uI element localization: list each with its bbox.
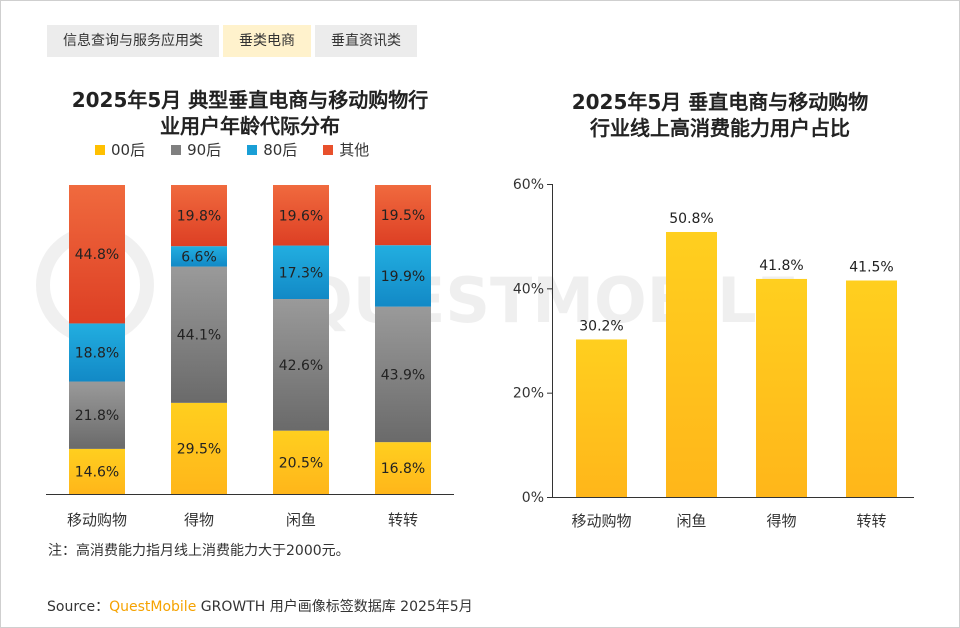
left-chart-title-line2: 业用户年龄代际分布 bbox=[160, 114, 340, 138]
bar-segment-00 bbox=[171, 402, 227, 494]
right-chart-title: 2025年5月 垂直电商与移动购物 行业线上高消费能力用户占比 bbox=[490, 89, 950, 141]
y-tick-label: 20% bbox=[513, 386, 544, 402]
legend-item-90: 90后 bbox=[171, 139, 221, 160]
legend-label-00: 00后 bbox=[111, 141, 146, 159]
source-prefix: Source： bbox=[47, 599, 110, 615]
data-label: 20.5% bbox=[279, 455, 323, 471]
x-tick-label: 闲鱼 bbox=[286, 511, 316, 529]
x-tick-label: 移动购物 bbox=[67, 511, 127, 529]
bar-segment-90 bbox=[375, 306, 431, 443]
tab-vertical-ecommerce[interactable]: 垂类电商 bbox=[223, 25, 311, 57]
legend-swatch-00 bbox=[95, 144, 105, 155]
legend-label-80: 80后 bbox=[263, 141, 298, 159]
legend-swatch-80 bbox=[247, 144, 258, 155]
bar-segment-00 bbox=[69, 448, 125, 494]
bar-segment-90 bbox=[69, 381, 125, 449]
bar bbox=[756, 278, 807, 497]
source-line: Source：QuestMobile GROWTH 用户画像标签数据库 2025… bbox=[47, 596, 473, 616]
bar-segment-80 bbox=[171, 246, 227, 267]
data-label: 19.8% bbox=[177, 209, 221, 225]
bar-segment-other bbox=[273, 185, 329, 246]
bar-segment-00 bbox=[375, 442, 431, 494]
x-tick-label: 移动购物 bbox=[571, 512, 631, 530]
legend-item-80: 80后 bbox=[247, 139, 297, 160]
source-rest: GROWTH 用户画像标签数据库 2025年5月 bbox=[196, 599, 473, 615]
left-chart-legend: 00后 90后 80后 其他 bbox=[95, 139, 369, 160]
bar-segment-80 bbox=[69, 323, 125, 382]
bar-segment-other bbox=[171, 185, 227, 247]
x-tick-label: 转转 bbox=[388, 511, 418, 529]
y-tick-label: 60% bbox=[513, 177, 544, 193]
x-tick-label: 闲鱼 bbox=[676, 512, 706, 530]
data-label: 42.6% bbox=[279, 358, 323, 374]
x-tick-label: 得物 bbox=[184, 511, 214, 529]
tab-info-service[interactable]: 信息查询与服务应用类 bbox=[47, 25, 219, 57]
data-label: 21.8% bbox=[75, 408, 119, 424]
legend-item-other: 其他 bbox=[323, 139, 369, 160]
data-label: 19.9% bbox=[381, 269, 425, 285]
data-label: 29.5% bbox=[177, 441, 221, 457]
bar-segment-00 bbox=[273, 430, 329, 494]
bar-segment-80 bbox=[273, 245, 329, 300]
data-label: 44.1% bbox=[177, 328, 221, 344]
source-brand: QuestMobile bbox=[109, 599, 197, 615]
data-label: 19.6% bbox=[279, 208, 323, 224]
bar bbox=[846, 280, 897, 497]
bar-segment-other bbox=[375, 185, 431, 246]
footnote: 注：高消费能力指月线上消费能力大于2000元。 bbox=[48, 543, 350, 559]
data-label: 18.8% bbox=[75, 345, 119, 361]
left-chart-title-line1: 2025年5月 典型垂直电商与移动购物行 bbox=[71, 88, 429, 112]
bar-segment-90 bbox=[273, 299, 329, 431]
bar-segment-80 bbox=[375, 245, 431, 307]
legend-swatch-other bbox=[323, 144, 334, 155]
data-label: 41.8% bbox=[759, 258, 803, 274]
bar bbox=[666, 231, 717, 497]
legend-label-90: 90后 bbox=[187, 141, 222, 159]
bar-segment-other bbox=[69, 185, 125, 324]
right-bar-chart: 0% 20% 40% 60% 30.2% 移动购物 50.8% 闲鱼 41.8% 得物 41.5% 转… bbox=[513, 177, 914, 530]
data-label: 30.2% bbox=[579, 318, 623, 334]
data-label: 44.8% bbox=[75, 247, 119, 263]
data-label: 50.8% bbox=[669, 211, 713, 227]
data-label: 19.5% bbox=[381, 208, 425, 224]
bar-segment-90 bbox=[171, 266, 227, 403]
legend-label-other: 其他 bbox=[339, 141, 370, 159]
category-tabs: 信息查询与服务应用类 垂类电商 垂直资讯类 bbox=[47, 25, 417, 57]
data-label: 41.5% bbox=[849, 260, 893, 276]
data-label: 6.6% bbox=[181, 249, 217, 265]
x-tick-label: 得物 bbox=[766, 512, 796, 530]
bar bbox=[576, 339, 627, 497]
data-label: 16.8% bbox=[381, 461, 425, 477]
y-tick-label: 40% bbox=[513, 281, 544, 297]
y-tick-label: 0% bbox=[522, 490, 544, 506]
legend-item-00: 00后 bbox=[95, 139, 145, 160]
right-chart-title-line2: 行业线上高消费能力用户占比 bbox=[590, 116, 850, 140]
left-chart-title: 2025年5月 典型垂直电商与移动购物行 业用户年龄代际分布 bbox=[40, 87, 460, 139]
data-label: 17.3% bbox=[279, 265, 323, 281]
data-label: 43.9% bbox=[381, 367, 425, 383]
data-label: 14.6% bbox=[75, 464, 119, 480]
x-tick-label: 转转 bbox=[856, 512, 886, 530]
legend-swatch-90 bbox=[171, 144, 182, 155]
left-stacked-bar-chart: 14.6% 21.8% 18.8% 44.8% 移动购物 29.5% 44.1% 6.6% 19… bbox=[46, 185, 454, 529]
right-chart-title-line1: 2025年5月 垂直电商与移动购物 bbox=[571, 90, 869, 114]
tab-vertical-news[interactable]: 垂直资讯类 bbox=[315, 25, 417, 57]
watermark-logo-text: QUESTMOBILE bbox=[300, 264, 799, 337]
